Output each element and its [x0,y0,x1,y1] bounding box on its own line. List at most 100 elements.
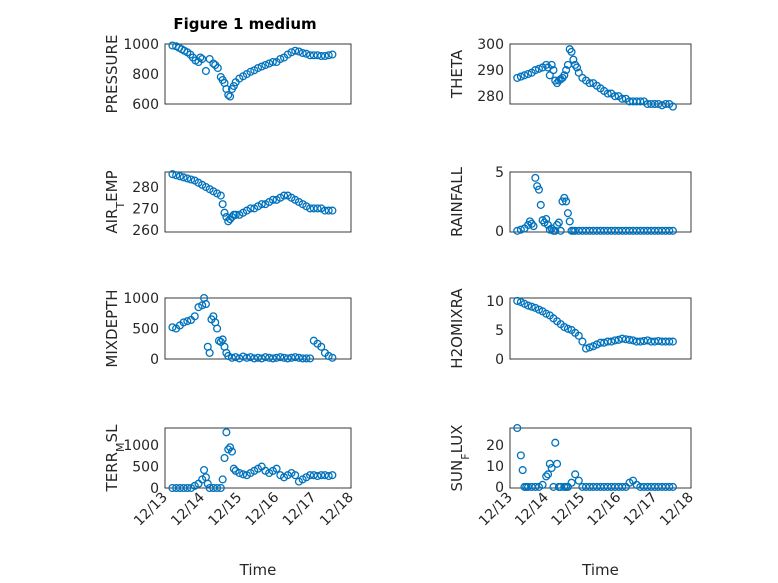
theta-point [524,69,533,79]
theta-point [569,55,578,64]
airtemp-point [216,191,225,200]
sunflux-point [531,482,540,491]
pressure-point [287,48,296,57]
pressure-frame [164,43,352,105]
theta-point [572,63,582,72]
mixdepth-point [201,300,210,309]
pressure-point [324,51,333,60]
mixdepth-markers [168,293,337,363]
terrmsl-point [313,471,322,481]
terrmsl-point [213,483,222,493]
mixdepth-ytick-label: 500 [132,322,159,338]
rainfall-ytick-label: 5 [495,165,504,181]
axes-terrmsl: 0500100012/1312/1412/1512/1612/1712/18Ti… [103,424,357,579]
terrmsl-frame [164,427,352,489]
theta-point [549,66,558,75]
pressure-point [328,50,337,59]
theta-ytick-label: 300 [477,37,504,53]
terrmsl-point [317,471,326,480]
mixdepth-point [179,318,188,327]
terrmsl-point [218,475,227,484]
mixdepth-point [257,354,266,363]
sunflux-point [571,470,580,479]
theta-point [545,71,554,80]
theta-point [562,66,571,75]
pressure-markers [168,41,337,101]
rainfall-point [513,226,522,235]
sunflux-xlabel: Time [581,561,619,579]
mixdepth-point [283,354,292,363]
sunflux-ylabel: SUNFLUX [448,425,472,492]
theta-point [513,73,522,82]
theta-point [610,92,620,101]
terrmsl-point [229,464,238,473]
sunflux-xtick-label: 12/18 [657,490,697,530]
theta-point [531,66,540,75]
mixdepth-point [261,353,270,362]
ylabel-part: H2OMIXRA [448,288,466,369]
airtemp-point [231,210,240,219]
pressure-point [291,46,300,55]
pressure-point [209,59,218,68]
sunflux-point [518,466,527,475]
mixdepth-ylabel: MIXDEPTH [103,289,121,367]
sunflux-point [538,480,547,489]
pressure-point [196,53,205,62]
airtemp-point [313,204,322,213]
sunflux-frame [509,427,692,489]
theta-point [668,102,677,111]
pressure-point [313,51,322,60]
mixdepth-point [213,324,222,333]
mixdepth-point [268,354,277,363]
pressure-point [276,54,285,64]
ylabel-part: THETA [448,49,466,99]
h2omixra-point [581,344,591,353]
rainfall-point [565,217,574,226]
pressure-point [257,62,266,71]
sunflux-ytick-label: 0 [495,480,504,496]
mixdepth-point [276,353,285,362]
terrmsl-point [227,447,237,456]
pressure-point [320,51,330,61]
pressure-point [246,67,255,76]
sunflux-point [574,476,583,485]
theta-frame [509,43,692,105]
ylabel-part: F [459,453,472,459]
pressure-point [226,92,235,101]
h2omixra-ytick-label: 0 [495,352,504,368]
mixdepth-point [328,353,337,362]
h2omixra-point [513,296,522,305]
airtemp-point [279,191,289,200]
airtemp-point [220,208,229,217]
sunflux-ytick-label: 10 [486,459,504,475]
rainfall-point [538,216,547,225]
theta-point [650,99,659,109]
theta-point [574,68,583,77]
h2omixra-point [585,343,594,352]
pressure-ytick-label: 600 [132,97,159,113]
rainfall-point [527,219,536,228]
ylabel-part: SUN [448,460,466,492]
airtemp-markers [168,170,337,226]
airtemp-point [183,174,192,183]
h2omixra-ytick-label: 5 [495,323,504,339]
mixdepth-point [242,353,251,362]
h2omixra-point [625,335,634,344]
h2omixra-point [665,337,674,346]
pressure-point [317,51,326,61]
ylabel-part: PRESSURE [103,35,121,114]
axes-sunflux: 0102012/1312/1412/1512/1612/1712/18TimeS… [448,423,697,579]
airtemp-point [246,204,255,213]
mixdepth-point [306,354,315,363]
airtemp-point [172,171,181,180]
axes-rainfall: 0 5 RAINFALL [448,165,692,240]
axes-h2omixra: 0 5 10 H2OMIXRA [448,288,692,369]
mixdepth-point [190,312,199,321]
rainfall-point [668,226,677,235]
ylabel-part: RAINFALL [448,166,466,237]
rainfall-point [516,225,525,234]
h2omixra-point [524,301,533,310]
rainfall-ytick-label: 0 [495,224,504,240]
